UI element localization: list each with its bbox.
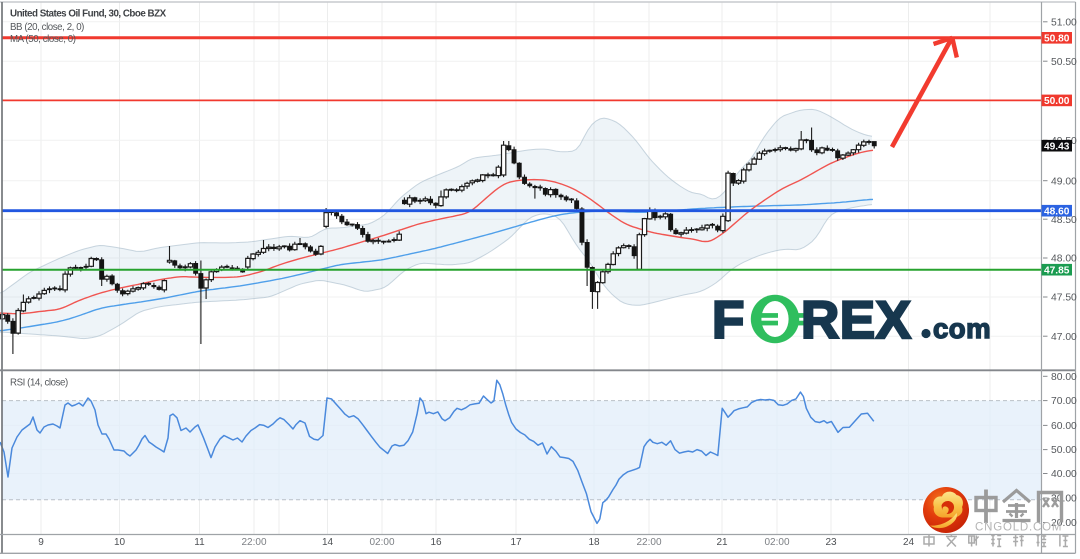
svg-text:48.00: 48.00 [1051,254,1077,265]
svg-text:22:00: 22:00 [241,537,266,548]
svg-text:24: 24 [903,537,915,548]
svg-text:50.00: 50.00 [1051,445,1077,456]
svg-text:47.00: 47.00 [1051,332,1077,343]
svg-text:11: 11 [194,537,205,548]
svg-text:80.00: 80.00 [1051,372,1077,383]
svg-text:21: 21 [716,537,728,548]
svg-text:20.00: 20.00 [1051,518,1077,529]
svg-text:CNGOLD.COM: CNGOLD.COM [975,522,1062,534]
svg-text:22:00: 22:00 [636,537,661,548]
svg-text:02:00: 02:00 [764,537,789,548]
svg-text:F: F [712,291,745,350]
svg-text:10: 10 [114,537,126,548]
svg-text:70.00: 70.00 [1051,396,1077,407]
svg-text:51.00: 51.00 [1051,17,1077,28]
svg-text:60.00: 60.00 [1051,421,1077,432]
svg-text:49.43: 49.43 [1044,141,1070,152]
svg-text:com: com [933,313,991,344]
svg-text:18: 18 [588,537,600,548]
svg-text:30.00: 30.00 [1051,494,1077,505]
svg-text:14: 14 [322,537,334,548]
svg-text:17: 17 [510,537,522,548]
svg-text:50.80: 50.80 [1044,34,1070,45]
svg-text:02:00: 02:00 [369,537,394,548]
svg-text:REX: REX [801,291,911,350]
svg-text:40.00: 40.00 [1051,469,1077,480]
svg-text:49.00: 49.00 [1051,176,1077,187]
svg-text:United States Oil Fund, 30, Cb: United States Oil Fund, 30, Cboe BZX [10,9,167,20]
svg-text:BB (20, close, 2, 0): BB (20, close, 2, 0) [10,22,84,33]
svg-text:50.50: 50.50 [1051,57,1077,68]
svg-text:48.60: 48.60 [1044,206,1070,217]
svg-text:47.85: 47.85 [1044,265,1070,276]
svg-text:9: 9 [38,537,44,548]
svg-text:16: 16 [430,537,442,548]
svg-text:RSI (14, close): RSI (14, close) [10,378,68,389]
svg-text:50.00: 50.00 [1044,96,1070,107]
svg-text:47.50: 47.50 [1051,293,1077,304]
svg-text:48.50: 48.50 [1051,215,1077,226]
svg-text:MA (50, close, 0): MA (50, close, 0) [10,34,76,45]
svg-text:23: 23 [825,537,837,548]
